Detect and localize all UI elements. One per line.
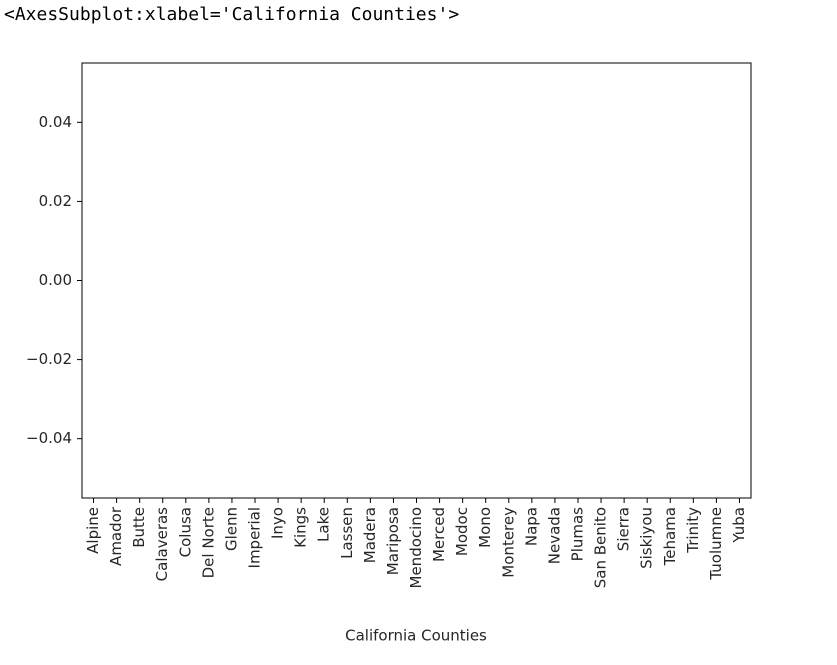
x-tick-label: Imperial [246,507,264,568]
x-tick-label: San Benito [592,507,610,588]
x-tick-label: Mono [476,507,494,548]
y-tick-label: −0.02 [26,350,72,368]
y-tick-label: −0.04 [26,429,72,447]
x-tick-label: Tehama [661,507,679,566]
x-tick-label: Siskiyou [638,507,656,569]
plot-frame [81,62,752,499]
x-tick-label: Mariposa [384,507,402,575]
y-tick-label: 0.04 [39,113,72,131]
x-tick-label: Colusa [176,507,194,557]
y-tick-label: 0.00 [39,271,72,289]
x-tick-label: Tuolumne [707,507,725,581]
x-tick-label: Sierra [615,507,633,551]
x-tick-label: Butte [130,507,148,548]
x-tick-label: Modoc [453,507,471,556]
x-tick-label: Calaveras [153,507,171,581]
x-tick-label: Glenn [222,507,240,551]
x-tick-label: Lake [315,507,333,542]
x-tick-label: Lassen [338,507,356,559]
x-tick-label: Amador [107,506,125,566]
x-tick-label: Kings [292,507,310,548]
x-tick-label: Inyo [269,507,287,539]
x-tick-label: Napa [522,507,540,546]
x-tick-label: Yuba [730,507,748,544]
x-tick-label: Merced [430,507,448,562]
x-tick-label: Del Norte [199,507,217,578]
y-tick-label: 0.02 [39,192,72,210]
x-tick-label: Plumas [568,507,586,562]
x-tick-label: Mendocino [407,507,425,588]
x-tick-label: Nevada [545,507,563,564]
x-axis-label: California Counties [345,627,487,645]
x-tick-label: Alpine [84,507,102,554]
output-text: <AxesSubplot:xlabel='California Counties… [4,4,460,25]
x-tick-label: Trinity [684,507,702,554]
x-tick-label: Monterey [499,507,517,578]
x-tick-label: Madera [361,507,379,563]
